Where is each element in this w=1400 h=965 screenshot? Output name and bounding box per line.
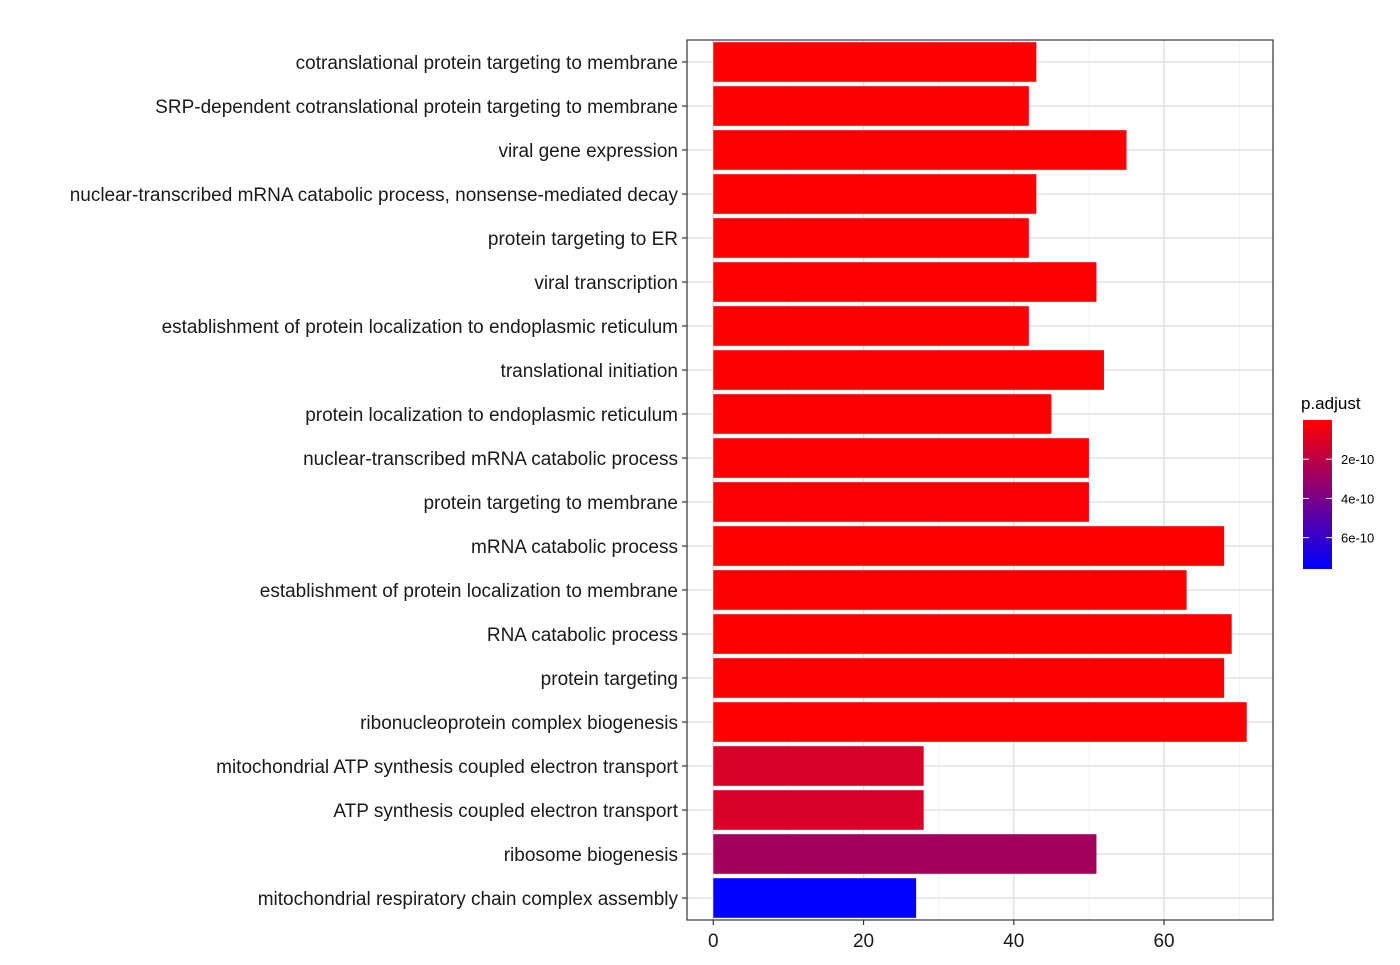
bars (713, 42, 1247, 918)
y-tick-label: protein targeting to ER (488, 229, 678, 250)
bar (713, 526, 1225, 566)
y-tick-label: viral gene expression (498, 141, 678, 162)
legend-tick-label: 2e-10 (1341, 452, 1374, 467)
legend-title: p.adjust (1301, 394, 1361, 413)
bar (713, 570, 1187, 610)
x-tick-label: 20 (853, 931, 874, 952)
bar (713, 614, 1232, 654)
bar (713, 218, 1029, 258)
bar (713, 350, 1104, 390)
x-tick-label: 0 (708, 931, 719, 952)
y-tick-label: establishment of protein localization to… (162, 317, 678, 338)
bar (713, 702, 1247, 742)
x-tick-label: 40 (1003, 931, 1024, 952)
bar (713, 834, 1097, 874)
y-tick-label: viral transcription (534, 273, 678, 294)
y-axis: cotranslational protein targeting to mem… (70, 53, 687, 910)
y-tick-label: mitochondrial ATP synthesis coupled elec… (216, 757, 679, 778)
bar (713, 878, 917, 918)
bar (713, 790, 924, 830)
y-tick-label: protein localization to endoplasmic reti… (305, 405, 678, 426)
bar (713, 174, 1037, 214)
y-tick-label: translational initiation (501, 361, 678, 382)
bar (713, 86, 1029, 126)
bar (713, 482, 1089, 522)
bar (713, 394, 1052, 434)
bar (713, 306, 1029, 346)
bar (713, 262, 1097, 302)
y-tick-label: nuclear-transcribed mRNA catabolic proce… (303, 449, 678, 470)
plot-panel-border (686, 39, 1274, 921)
legend-tick-label: 4e-10 (1341, 491, 1374, 506)
y-tick-label: establishment of protein localization to… (260, 581, 678, 602)
y-tick-label: RNA catabolic process (487, 625, 678, 646)
y-tick-label: protein targeting to membrane (423, 493, 678, 514)
y-tick-label: ribonucleoprotein complex biogenesis (360, 713, 678, 734)
y-tick-label: mRNA catabolic process (471, 537, 678, 558)
y-tick-label: cotranslational protein targeting to mem… (296, 53, 678, 74)
bar (713, 42, 1037, 82)
y-tick-label: nuclear-transcribed mRNA catabolic proce… (70, 185, 679, 206)
legend: p.adjust 2e-10 4e-10 6e-10 (1301, 394, 1374, 569)
bar (713, 130, 1127, 170)
legend-tick-label: 6e-10 (1341, 531, 1374, 546)
grid-lines (687, 40, 1273, 920)
y-tick-label: ATP synthesis coupled electron transport (333, 801, 678, 822)
legend-colorbar (1303, 420, 1332, 569)
y-tick-label: mitochondrial respiratory chain complex … (258, 889, 679, 910)
legend-ticks: 2e-10 4e-10 6e-10 (1303, 452, 1374, 546)
y-tick-label: ribosome biogenesis (504, 845, 678, 866)
bar (713, 746, 924, 786)
x-axis: 0 20 40 60 (708, 920, 1175, 952)
y-tick-label: SRP-dependent cotranslational protein ta… (155, 97, 678, 118)
bar (713, 438, 1089, 478)
bar (713, 658, 1225, 698)
y-tick-label: protein targeting (541, 669, 678, 690)
x-tick-label: 60 (1153, 931, 1174, 952)
